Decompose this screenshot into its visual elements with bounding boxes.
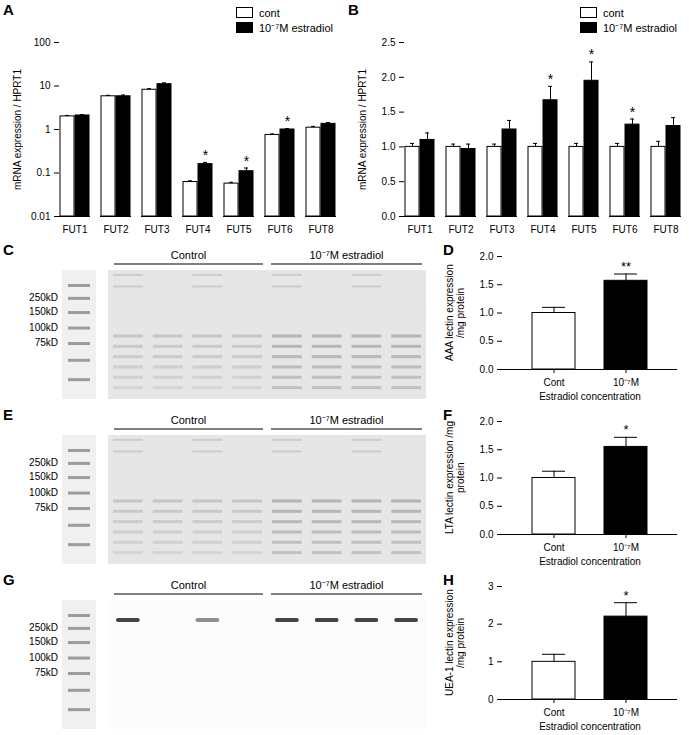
html-text:AAA lectin expression /mg prot: AAA lectin expression /mg protein [444, 264, 466, 361]
svg-text:100kD: 100kD [29, 652, 58, 663]
svg-text:**: ** [621, 259, 631, 274]
html-text:cont: cont [259, 6, 280, 19]
svg-text:250kD: 250kD [29, 622, 58, 633]
html-text:B: B [348, 1, 359, 18]
svg-text:150kD: 150kD [29, 636, 58, 647]
svg-text:Control: Control [171, 579, 206, 591]
svg-text:250kD: 250kD [29, 457, 58, 468]
svg-text:2.0: 2.0 [382, 72, 396, 83]
svg-text:2.0: 2.0 [480, 251, 494, 262]
svg-text:Control: Control [171, 249, 206, 261]
svg-text:mRNA expression / HPRT1: mRNA expression / HPRT1 [357, 69, 368, 190]
svg-text:1: 1 [488, 656, 494, 667]
svg-text:1: 1 [45, 124, 51, 135]
svg-text:0.0: 0.0 [480, 529, 494, 540]
svg-text:FUT2: FUT2 [449, 224, 474, 235]
svg-text:FUT4: FUT4 [186, 224, 211, 235]
svg-text:75kD: 75kD [35, 667, 58, 678]
html-text:UEA-1 lectin expression /mg pr: UEA-1 lectin expression /mg protein [444, 589, 466, 696]
svg-text:FUT8: FUT8 [654, 224, 679, 235]
svg-text:0.0: 0.0 [480, 364, 494, 375]
svg-text:FUT8: FUT8 [309, 224, 334, 235]
html-text:10⁻⁷M estradiol: 10⁻⁷M estradiol [259, 22, 333, 34]
svg-text:0.1: 0.1 [37, 167, 51, 178]
svg-text:0.0: 0.0 [382, 211, 396, 222]
svg-text:Control: Control [171, 414, 206, 426]
svg-text:Estradiol concentration: Estradiol concentration [539, 556, 641, 567]
html-text:G: G [3, 571, 15, 588]
html-text:H: H [443, 571, 454, 588]
html-text:10⁻⁷M estradiol: 10⁻⁷M estradiol [603, 22, 677, 34]
svg-text:FUT4: FUT4 [531, 224, 556, 235]
svg-text:*: * [623, 588, 628, 603]
html-text:cont: cont [603, 6, 624, 19]
svg-text:FUT1: FUT1 [63, 224, 88, 235]
svg-text:1.0: 1.0 [480, 472, 494, 483]
svg-text:Cont: Cont [543, 542, 564, 553]
svg-text:*: * [548, 71, 554, 87]
svg-text:2.0: 2.0 [480, 416, 494, 427]
svg-text:0.5: 0.5 [480, 335, 494, 346]
svg-text:FUT5: FUT5 [227, 224, 252, 235]
svg-text:0.5: 0.5 [480, 500, 494, 511]
svg-text:10⁻⁷M estradiol: 10⁻⁷M estradiol [309, 579, 383, 591]
svg-text:*: * [244, 153, 250, 169]
svg-text:10⁻⁷M: 10⁻⁷M [613, 377, 639, 388]
svg-text:FUT3: FUT3 [490, 224, 515, 235]
svg-text:*: * [623, 422, 628, 437]
html-text:D: D [443, 241, 454, 258]
svg-text:2.5: 2.5 [382, 37, 396, 48]
svg-text:75kD: 75kD [35, 337, 58, 348]
svg-text:0: 0 [488, 694, 494, 705]
svg-text:*: * [203, 147, 209, 163]
svg-text:Estradiol concentration: Estradiol concentration [539, 391, 641, 402]
svg-text:75kD: 75kD [35, 502, 58, 513]
svg-text:FUT5: FUT5 [572, 224, 597, 235]
svg-text:100: 100 [34, 37, 51, 48]
svg-text:mRNA expression / HPRT1: mRNA expression / HPRT1 [12, 69, 23, 190]
svg-text:10⁻⁷M: 10⁻⁷M [613, 542, 639, 553]
svg-text:FUT6: FUT6 [613, 224, 638, 235]
svg-text:10: 10 [39, 80, 51, 91]
svg-text:3: 3 [488, 581, 494, 592]
svg-text:1.5: 1.5 [382, 106, 396, 117]
html-text:F: F [443, 406, 453, 423]
svg-text:*: * [285, 113, 291, 129]
html-text:LTA lectin expression /mg prot: LTA lectin expression /mg protein [444, 421, 466, 534]
svg-text:100kD: 100kD [29, 322, 58, 333]
svg-text:*: * [630, 104, 636, 120]
svg-text:1.0: 1.0 [382, 141, 396, 152]
svg-text:0.5: 0.5 [382, 176, 396, 187]
svg-text:10⁻⁷M: 10⁻⁷M [613, 707, 639, 718]
svg-text:250kD: 250kD [29, 292, 58, 303]
svg-text:150kD: 150kD [29, 306, 58, 317]
svg-text:10⁻⁷M estradiol: 10⁻⁷M estradiol [309, 414, 383, 426]
html-text:E: E [3, 406, 13, 423]
html-text:C: C [3, 241, 14, 258]
svg-text:FUT1: FUT1 [408, 224, 433, 235]
svg-text:1.0: 1.0 [480, 307, 494, 318]
svg-text:2: 2 [488, 618, 494, 629]
svg-text:0.01: 0.01 [31, 211, 51, 222]
svg-text:150kD: 150kD [29, 471, 58, 482]
svg-text:*: * [589, 46, 595, 62]
svg-text:100kD: 100kD [29, 487, 58, 498]
svg-text:Cont: Cont [543, 377, 564, 388]
svg-text:FUT3: FUT3 [145, 224, 170, 235]
html-text:A: A [3, 1, 14, 18]
svg-text:FUT2: FUT2 [104, 224, 129, 235]
svg-text:Estradiol concentration: Estradiol concentration [539, 721, 641, 732]
svg-text:10⁻⁷M estradiol: 10⁻⁷M estradiol [309, 249, 383, 261]
svg-text:Cont: Cont [543, 707, 564, 718]
svg-text:FUT6: FUT6 [268, 224, 293, 235]
svg-text:1.5: 1.5 [480, 444, 494, 455]
svg-text:1.5: 1.5 [480, 279, 494, 290]
